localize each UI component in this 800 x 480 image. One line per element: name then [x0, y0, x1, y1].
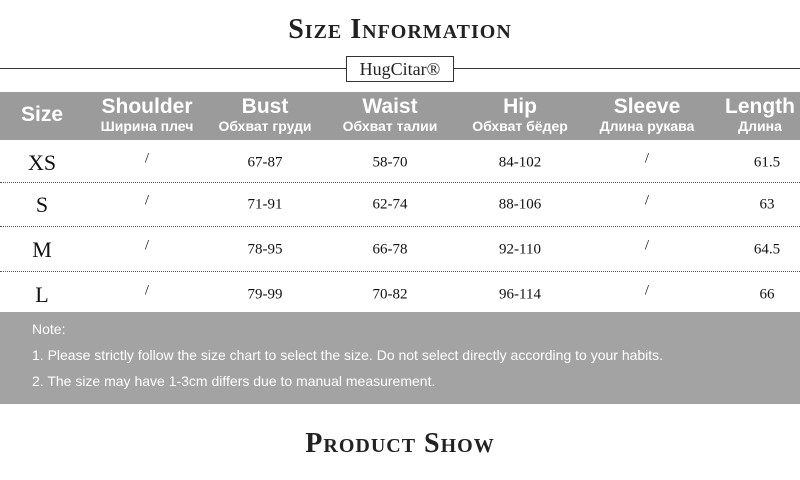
column-header: Bust Обхват груди: [218, 95, 312, 135]
column-ru: Ширина плеч: [100, 118, 194, 134]
cell: 78-95: [247, 241, 283, 258]
cell: /: [644, 282, 650, 299]
notes-title: Note:: [32, 321, 66, 337]
column-en: Shoulder: [101, 95, 193, 118]
cell: 71-91: [247, 196, 283, 213]
column-header: Shoulder Ширина плеч: [100, 95, 194, 135]
column-en: Sleeve: [613, 95, 681, 118]
column-en: Waist: [362, 95, 418, 118]
cell: /: [144, 192, 150, 209]
column-en: Length: [725, 95, 795, 118]
column-en: Size: [20, 103, 64, 126]
cell: /: [644, 192, 650, 209]
cell: 58-70: [372, 154, 408, 171]
column-ru: Обхват талии: [342, 118, 438, 134]
cell: 88-106: [498, 196, 542, 213]
cell: 62-74: [372, 196, 408, 213]
column-header: Size: [21, 104, 63, 126]
cell: 92-110: [499, 241, 541, 258]
column-header: Sleeve Длина рукава: [599, 95, 695, 135]
size-label: S: [35, 192, 49, 217]
cell: /: [644, 150, 650, 167]
cell: /: [144, 282, 150, 299]
cell: 63: [759, 196, 775, 213]
cell: 61.5: [753, 154, 781, 171]
size-label: L: [35, 282, 49, 307]
cell: /: [144, 237, 150, 254]
column-ru: Обхват бёдер: [472, 118, 568, 134]
row-separator: [0, 270, 800, 272]
column-header: Length Длина: [725, 95, 795, 135]
cell: 79-99: [247, 286, 283, 303]
row-separator: [0, 225, 800, 227]
column-ru: Обхват груди: [218, 118, 312, 134]
footer-title: Product Show: [305, 428, 495, 459]
column-ru: Длина: [738, 118, 782, 134]
row-separator: [0, 182, 800, 183]
column-ru: Длина рукава: [599, 118, 695, 134]
column-en: Bust: [241, 95, 289, 118]
notes: Note: 1. Please strictly follow the size…: [0, 312, 800, 404]
size-label: M: [32, 237, 52, 262]
cell: /: [144, 150, 150, 167]
column-en: Hip: [503, 95, 537, 118]
cell: 66-78: [372, 241, 408, 258]
title: Size Information: [288, 14, 512, 45]
cell: 66: [759, 286, 775, 303]
note: 2. The size may have 1-3cm differs due t…: [32, 373, 436, 389]
cell: /: [644, 237, 650, 254]
size-label: XS: [27, 150, 57, 175]
cell: 67-87: [247, 154, 283, 171]
column-header: Waist Обхват талии: [342, 95, 438, 135]
cell: 84-102: [498, 154, 542, 171]
brand: HugCitar®: [346, 56, 454, 82]
column-header: Hip Обхват бёдер: [472, 95, 568, 135]
cell: 96-114: [499, 286, 541, 303]
cell: 64.5: [753, 241, 781, 258]
cell: 70-82: [372, 286, 408, 303]
note: 1. Please strictly follow the size chart…: [32, 347, 664, 363]
table-header: Size Shoulder Ширина плеч Bust Обхват груди W…: [0, 92, 800, 140]
